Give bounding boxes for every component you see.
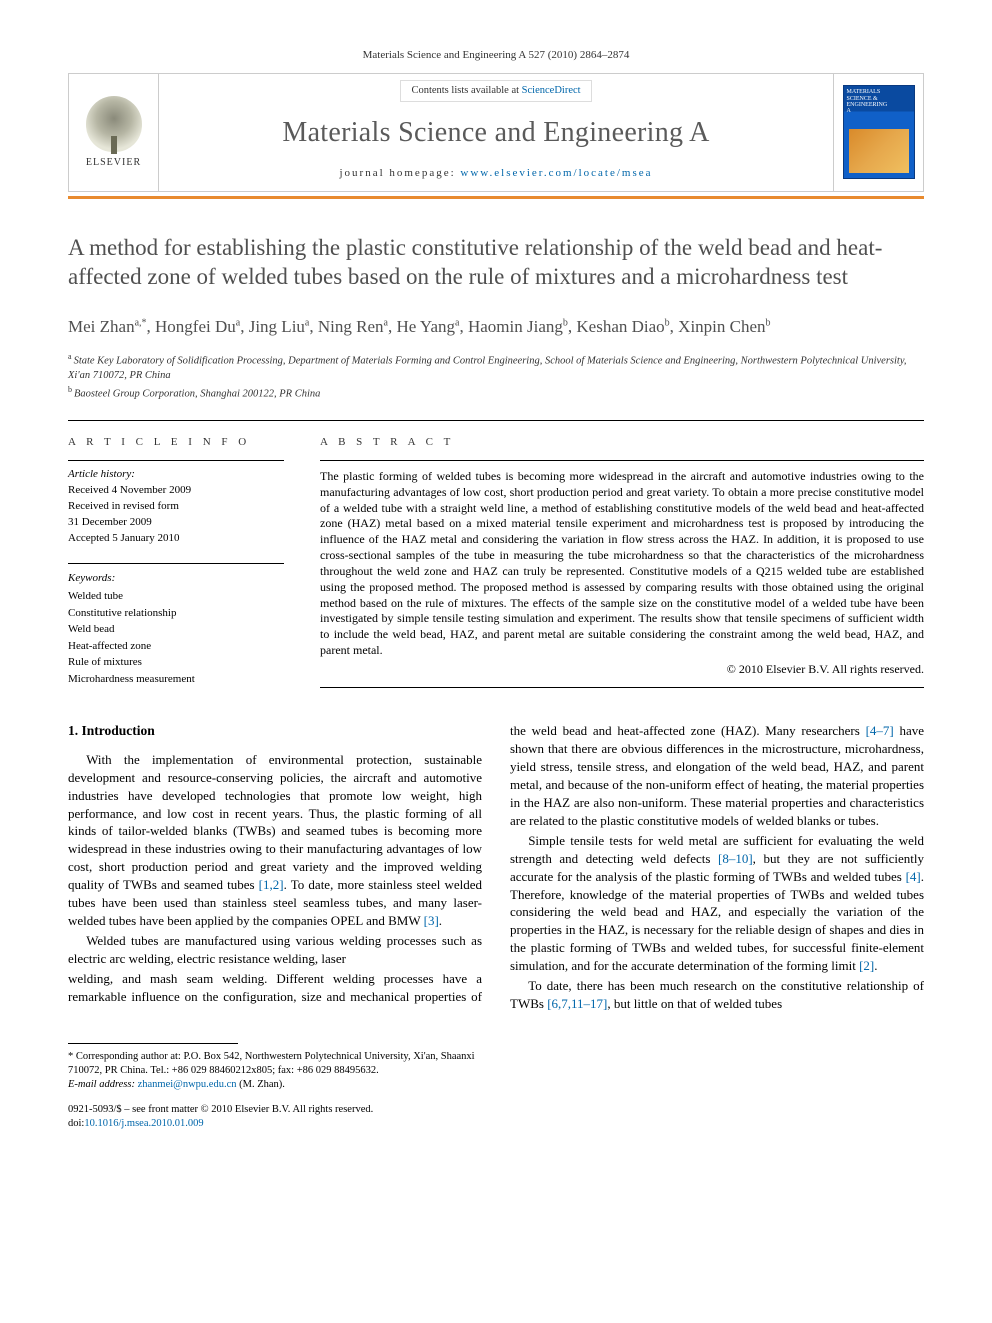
history-line: 31 December 2009 — [68, 515, 284, 531]
email-label: E-mail address: — [68, 1079, 135, 1090]
email-link[interactable]: zhanmei@nwpu.edu.cn — [138, 1079, 237, 1090]
orange-divider — [68, 196, 924, 199]
citation-link[interactable]: [4] — [906, 869, 921, 884]
page-root: Materials Science and Engineering A 527 … — [0, 0, 992, 1171]
publisher-name: ELSEVIER — [86, 156, 141, 170]
contents-prefix: Contents lists available at — [411, 85, 521, 96]
history-line: Received in revised form — [68, 499, 284, 515]
cover-image-icon — [849, 129, 909, 173]
publisher-cell: ELSEVIER — [69, 74, 159, 191]
citation-link[interactable]: [4–7] — [866, 723, 894, 738]
affiliation-b: bBaosteel Group Corporation, Shanghai 20… — [68, 384, 924, 402]
keywords-label: Keywords: — [68, 570, 284, 587]
email-line: E-mail address: zhanmei@nwpu.edu.cn (M. … — [68, 1078, 479, 1092]
running-header: Materials Science and Engineering A 527 … — [68, 48, 924, 63]
elsevier-tree-icon — [86, 96, 142, 152]
article-title: A method for establishing the plastic co… — [68, 233, 924, 292]
footnotes: * Corresponding author at: P.O. Box 542,… — [68, 1050, 479, 1093]
doi-line: doi:10.1016/j.msea.2010.01.009 — [68, 1117, 924, 1131]
history-line: Accepted 5 January 2010 — [68, 531, 284, 547]
keyword: Rule of mixtures — [68, 654, 284, 671]
abstract-col: A B S T R A C T The plastic forming of w… — [320, 435, 924, 688]
keyword: Heat-affected zone — [68, 638, 284, 655]
journal-title: Materials Science and Engineering A — [282, 114, 709, 152]
cover-cell: MATERIALS SCIENCE & ENGINEERING A — [833, 74, 923, 191]
abstract-copyright: © 2010 Elsevier B.V. All rights reserved… — [320, 661, 924, 677]
keywords-block: Keywords: Welded tube Constitutive relat… — [68, 563, 284, 688]
sciencedirect-link[interactable]: ScienceDirect — [522, 85, 581, 96]
history-block: Article history: Received 4 November 200… — [68, 460, 284, 547]
authors-line: Mei Zhana,*, Hongfei Dua, Jing Liua, Nin… — [68, 314, 924, 340]
footnote-rule — [68, 1043, 238, 1044]
body-paragraph: To date, there has been much research on… — [510, 977, 924, 1013]
keyword: Weld bead — [68, 621, 284, 638]
issn-line: 0921-5093/$ – see front matter © 2010 El… — [68, 1103, 924, 1117]
citation-link[interactable]: [2] — [859, 958, 874, 973]
abstract-rule: The plastic forming of welded tubes is b… — [320, 460, 924, 677]
history-label: Article history: — [68, 467, 284, 483]
abstract-bottom-rule — [320, 687, 924, 688]
body-columns: 1. Introduction With the implementation … — [68, 722, 924, 1013]
citation-link[interactable]: [6,7,11–17] — [547, 996, 607, 1011]
footer-copyright: 0921-5093/$ – see front matter © 2010 El… — [68, 1103, 924, 1131]
homepage-link[interactable]: www.elsevier.com/locate/msea — [460, 167, 652, 179]
citation-link[interactable]: [8–10] — [718, 851, 753, 866]
journal-cover-thumb: MATERIALS SCIENCE & ENGINEERING A — [843, 85, 915, 179]
body-paragraph: Welded tubes are manufactured using vari… — [68, 932, 482, 968]
body-paragraph: Simple tensile tests for weld metal are … — [510, 832, 924, 976]
keyword: Welded tube — [68, 588, 284, 605]
header-center: Contents lists available at ScienceDirec… — [159, 74, 833, 191]
abstract-text: The plastic forming of welded tubes is b… — [320, 469, 924, 659]
corresponding-author: * Corresponding author at: P.O. Box 542,… — [68, 1050, 479, 1078]
affiliations: aState Key Laboratory of Solidification … — [68, 351, 924, 402]
contents-available-bar: Contents lists available at ScienceDirec… — [400, 80, 591, 102]
section-heading: 1. Introduction — [68, 722, 482, 741]
meta-row: A R T I C L E I N F O Article history: R… — [68, 420, 924, 688]
article-info-col: A R T I C L E I N F O Article history: R… — [68, 435, 284, 688]
email-who: (M. Zhan). — [237, 1079, 285, 1090]
cover-text: MATERIALS SCIENCE & ENGINEERING A — [847, 89, 911, 114]
doi-link[interactable]: 10.1016/j.msea.2010.01.009 — [84, 1118, 203, 1129]
homepage-prefix: journal homepage: — [339, 167, 460, 179]
keyword: Microhardness measurement — [68, 671, 284, 688]
citation-link[interactable]: [3] — [424, 913, 439, 928]
article-info-head: A R T I C L E I N F O — [68, 435, 284, 450]
keyword: Constitutive relationship — [68, 605, 284, 622]
citation-link[interactable]: [1,2] — [259, 877, 284, 892]
history-line: Received 4 November 2009 — [68, 483, 284, 499]
affiliation-a: aState Key Laboratory of Solidification … — [68, 351, 924, 384]
body-paragraph: With the implementation of environmental… — [68, 751, 482, 930]
journal-homepage-line: journal homepage: www.elsevier.com/locat… — [339, 166, 652, 181]
journal-header: ELSEVIER Contents lists available at Sci… — [68, 73, 924, 192]
abstract-head: A B S T R A C T — [320, 435, 924, 450]
